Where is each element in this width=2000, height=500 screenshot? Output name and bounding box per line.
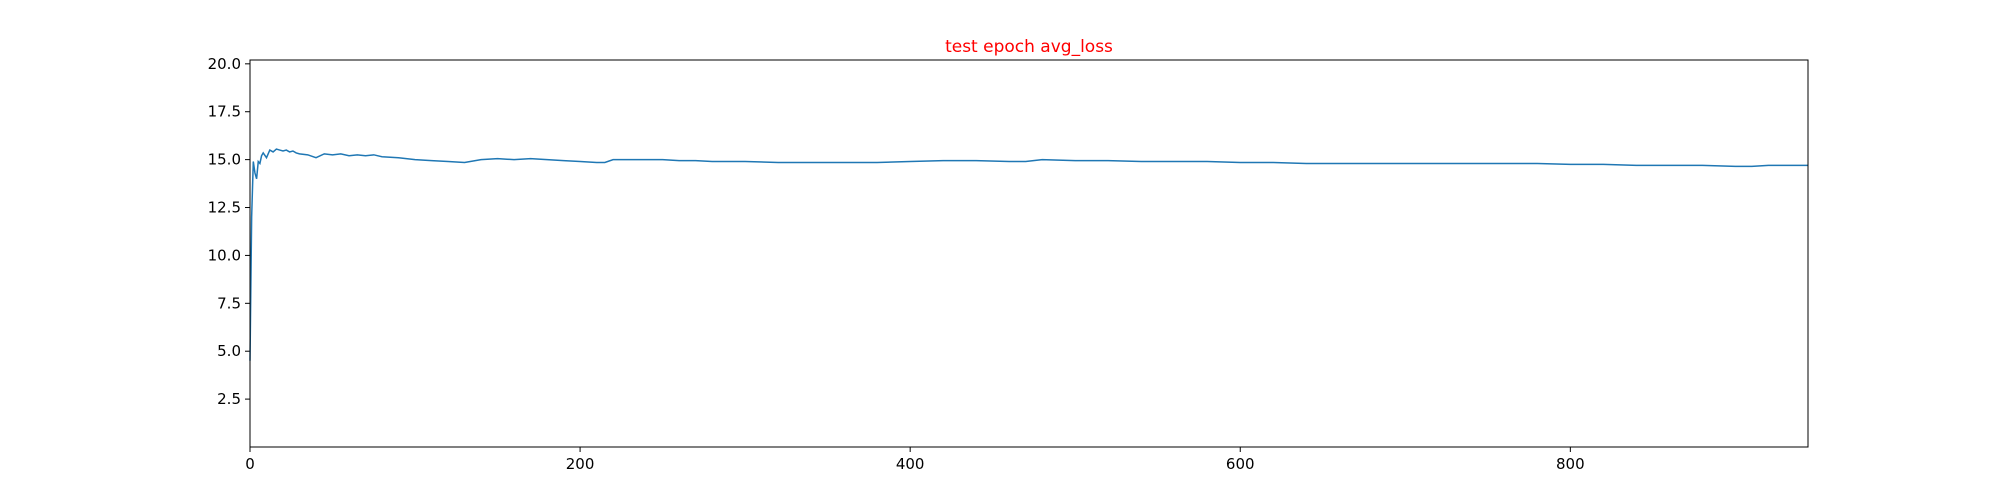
chart-title: test epoch avg_loss	[945, 37, 1113, 57]
x-tick-label: 800	[1556, 455, 1585, 473]
plot-frame	[249, 59, 1809, 448]
series-line-avg-loss	[249, 148, 1808, 361]
y-tick-label: 20.0	[208, 55, 241, 73]
y-tick-label: 5.0	[217, 342, 241, 360]
x-tick-label: 400	[896, 455, 925, 473]
x-tick-label: 600	[1226, 455, 1255, 473]
y-tick-label: 12.5	[208, 199, 241, 217]
y-tick-label: 15.0	[208, 151, 241, 169]
x-axis: 0 200 400 600 800	[245, 447, 1585, 473]
y-tick-label: 17.5	[208, 103, 241, 121]
y-tick-label: 10.0	[208, 246, 241, 264]
y-tick-label: 7.5	[217, 294, 241, 312]
x-tick-label: 0	[245, 455, 255, 473]
x-tick-label: 200	[566, 455, 595, 473]
y-axis: 2.5 5.0 7.5 10.0 12.5 15.0 17.5 20.0	[208, 55, 250, 408]
y-tick-label: 2.5	[217, 390, 241, 408]
